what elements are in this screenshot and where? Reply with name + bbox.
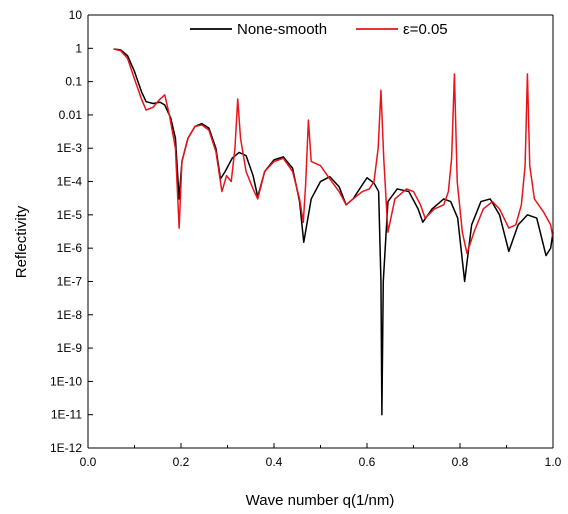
y-tick-label: 1E-6: [57, 241, 83, 255]
y-tick-label: 1E-3: [57, 141, 83, 155]
y-tick-label: 1E-11: [51, 408, 82, 422]
legend-label: None-smooth: [237, 21, 327, 38]
y-tick-label: 1E-8: [57, 308, 83, 322]
legend-label: ε=0.05: [403, 21, 448, 38]
legend: None-smooth ε=0.05: [190, 21, 448, 38]
y-tick-label: 1E-9: [57, 341, 83, 355]
y-tick-label: 0.01: [59, 108, 83, 122]
x-tick-label: 0.6: [359, 455, 376, 469]
y-tick-label: 1E-5: [57, 208, 83, 222]
x-tick-label: 0.8: [452, 455, 469, 469]
x-tick-label: 0.0: [80, 455, 97, 469]
x-tick-label: 0.4: [266, 455, 283, 469]
plot-series-group: [113, 48, 554, 416]
y-tick-label: 1E-12: [50, 441, 82, 455]
y-tick-label: 1E-4: [57, 175, 83, 189]
y-tick-label: 1: [75, 41, 82, 55]
x-axis-title: Wave number q(1/nm): [246, 492, 395, 509]
x-tick-label: 1.0: [545, 455, 562, 469]
series-line-epsilon-0-05: [113, 48, 554, 255]
x-tick-label: 0.2: [173, 455, 190, 469]
y-tick-label: 0.1: [65, 75, 82, 89]
axes-group: 0.0 0.2 0.4 0.6 0.8 1.0 10 1 0.1 0.01 1E-3 1E-4 1E-5…: [50, 8, 562, 469]
y-tick-label: 10: [69, 8, 83, 22]
y-axis-title: Reflectivity: [13, 205, 30, 278]
y-tick-label: 1E-10: [50, 374, 82, 388]
y-tick-label: 1E-7: [57, 274, 83, 288]
series-line-none-smooth: [113, 48, 554, 416]
